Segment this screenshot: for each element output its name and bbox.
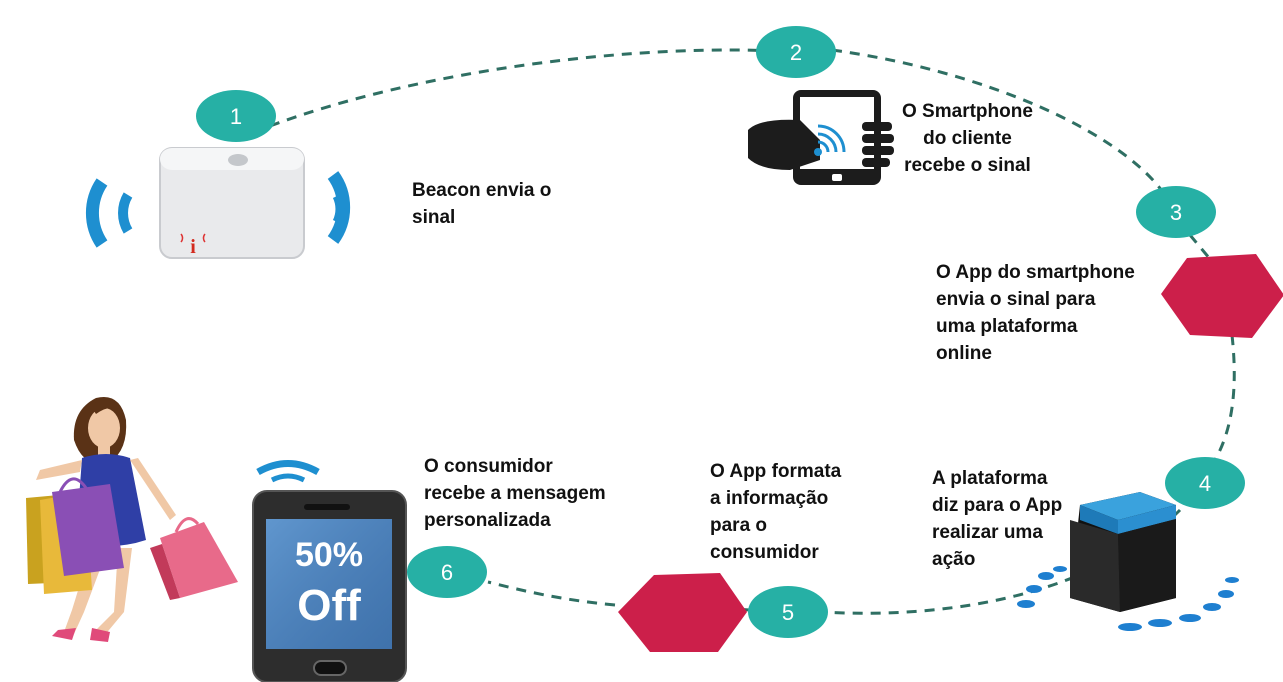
- step-1-line-2: sinal: [412, 207, 456, 228]
- step-1-label: Beacon envia o sinal: [412, 177, 551, 231]
- step-6-line-2: recebe a mensagem: [424, 483, 606, 504]
- svg-text:1: 1: [230, 104, 242, 129]
- svg-text:6: 6: [441, 560, 453, 585]
- step-6-line-1: O consumidor: [424, 456, 553, 477]
- step-2-line-2: do cliente: [923, 128, 1012, 149]
- step-5-label: O App formata a informação para o consum…: [710, 458, 841, 566]
- step-3-label: O App do smartphone envia o sinal para u…: [936, 259, 1135, 367]
- step-5-line-3: para o: [710, 515, 768, 536]
- step-4-line-3: realizar uma: [932, 522, 1043, 543]
- step-4-line-4: ação: [932, 549, 976, 570]
- step-3-line-3: uma plataforma: [936, 316, 1078, 337]
- phone-offer-icon: 50% Off: [252, 460, 407, 682]
- step-5-line-2: a informação: [710, 488, 829, 509]
- step-6-line-3: personalizada: [424, 510, 551, 531]
- step-2-line-1: O Smartphone: [902, 101, 1033, 122]
- step-5-line-1: O App formata: [710, 461, 842, 482]
- offer-percent: 50%: [295, 536, 363, 574]
- shopper-woman-icon: [26, 396, 238, 642]
- step-2-label: O Smartphone do cliente recebe o sinal: [902, 98, 1033, 179]
- step-badge-5: 5: [748, 586, 828, 638]
- hand-smartphone-icon: [748, 90, 894, 185]
- server-icon: [1017, 492, 1239, 631]
- step-5-line-4: consumidor: [710, 542, 819, 563]
- svg-text:4: 4: [1199, 471, 1211, 496]
- beacon-icon: i: [86, 147, 351, 259]
- svg-text:3: 3: [1170, 200, 1182, 225]
- step-badge-4: 4: [1165, 457, 1245, 509]
- step-badge-2: 2: [756, 26, 836, 78]
- step-6-label: O consumidor recebe a mensagem personali…: [424, 453, 606, 534]
- step-4-line-1: A plataforma: [932, 468, 1048, 489]
- step-4-line-2: diz para o App: [932, 495, 1063, 516]
- svg-text:5: 5: [782, 600, 794, 625]
- beacon-mark: i: [190, 236, 196, 258]
- step-badge-3: 3: [1136, 186, 1216, 238]
- step-3-line-1: O App do smartphone: [936, 262, 1135, 283]
- step-3-line-4: online: [936, 343, 992, 364]
- step-badge-6: 6: [407, 546, 487, 598]
- step-3-line-2: envia o sinal para: [936, 289, 1096, 310]
- svg-text:2: 2: [790, 40, 802, 65]
- step-2-line-3: recebe o sinal: [904, 155, 1031, 176]
- step-4-label: A plataforma diz para o App realizar uma…: [932, 465, 1062, 573]
- step-1-line-1: Beacon envia o: [412, 180, 552, 201]
- hexagon-icon-step3: [1161, 254, 1283, 338]
- offer-word: Off: [297, 581, 361, 630]
- step-badge-1: 1: [196, 90, 276, 142]
- hexagon-icon-step5: [618, 573, 747, 652]
